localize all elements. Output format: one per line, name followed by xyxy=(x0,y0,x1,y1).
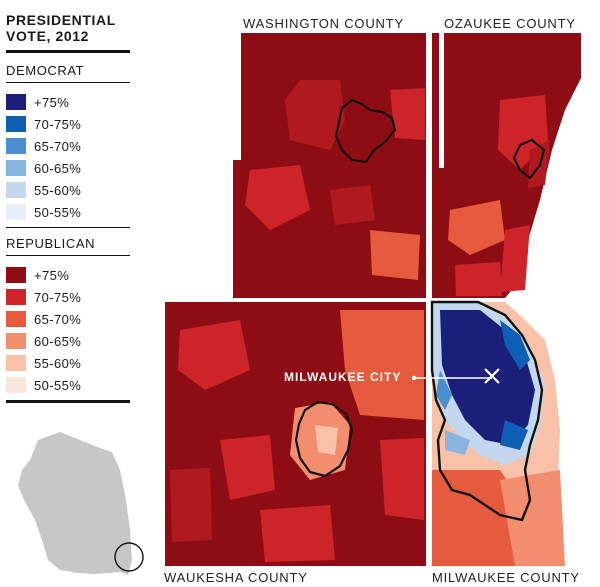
republican-legend-item: 70-75% xyxy=(6,286,130,308)
ozaukee-county-label: OZAUKEE COUNTY xyxy=(444,16,576,31)
republican-legend-label: 60-65% xyxy=(34,333,82,349)
republican-swatch xyxy=(6,289,26,305)
milwaukee-city-outline xyxy=(430,300,544,522)
city-leader-dot xyxy=(411,375,417,381)
democrat-legend-item: 70-75% xyxy=(6,113,130,135)
legend-bottom-rule xyxy=(6,400,130,403)
democrat-swatch xyxy=(6,138,26,154)
waukesha-county-region xyxy=(165,302,426,566)
democrat-swatch xyxy=(6,204,26,220)
republican-legend-list: +75% 70-75% 65-70% 60-65% 55-60% 50-55% xyxy=(6,264,130,396)
milwaukee-city-x-marker xyxy=(484,368,500,384)
group-divider xyxy=(6,227,130,228)
democrat-legend-item: 55-60% xyxy=(6,179,130,201)
cedarburg-city-outline xyxy=(512,138,546,180)
milwaukee-county-label: MILWAUKEE COUNTY xyxy=(432,570,580,585)
democrat-legend-label: 50-55% xyxy=(34,204,82,220)
republican-legend-label: 55-60% xyxy=(34,355,82,371)
republican-swatch xyxy=(6,267,26,283)
republican-rule xyxy=(6,255,130,256)
democrat-swatch xyxy=(6,160,26,176)
republican-legend-item: 60-65% xyxy=(6,330,130,352)
republican-legend-item: 65-70% xyxy=(6,308,130,330)
republican-legend-label: 50-55% xyxy=(34,377,82,393)
milwaukee-city-label: MILWAUKEE CITY xyxy=(284,370,402,384)
republican-legend-item: 55-60% xyxy=(6,352,130,374)
democrat-legend-label: 70-75% xyxy=(34,116,82,132)
democrat-legend-item: 50-55% xyxy=(6,201,130,223)
legend-title: PRESIDENTIAL VOTE, 2012 xyxy=(6,12,130,44)
republican-legend-item: 50-55% xyxy=(6,374,130,396)
legend-title-line1: PRESIDENTIAL xyxy=(6,12,116,28)
washington-county-label: WASHINGTON COUNTY xyxy=(243,16,404,31)
republican-legend-label: +75% xyxy=(34,267,70,283)
democrat-legend-item: 65-70% xyxy=(6,135,130,157)
republican-legend-item: +75% xyxy=(6,264,130,286)
democrat-legend-label: 60-65% xyxy=(34,160,82,176)
democrat-legend-item: +75% xyxy=(6,91,130,113)
waukesha-city-outline xyxy=(294,400,354,478)
ozaukee-county-region xyxy=(432,33,581,298)
democrat-legend-label: 55-60% xyxy=(34,182,82,198)
wisconsin-inset xyxy=(18,432,144,575)
democrat-swatch xyxy=(6,182,26,198)
republican-swatch xyxy=(6,333,26,349)
democrat-legend-label: 65-70% xyxy=(34,138,82,154)
democrat-rule xyxy=(6,82,130,83)
republican-swatch xyxy=(6,311,26,327)
democrat-legend-list: +75% 70-75% 65-70% 60-65% 55-60% 50-55% xyxy=(6,91,130,223)
democrat-legend-item: 60-65% xyxy=(6,157,130,179)
democrat-group-label: DEMOCRAT xyxy=(6,63,85,78)
republican-swatch xyxy=(6,377,26,393)
washington-county-region xyxy=(233,33,439,298)
republican-legend-label: 65-70% xyxy=(34,311,82,327)
legend-title-line2: VOTE, 2012 xyxy=(6,28,90,44)
republican-legend-label: 70-75% xyxy=(34,289,82,305)
republican-swatch xyxy=(6,355,26,371)
republican-group-label: REPUBLICAN xyxy=(6,236,96,251)
democrat-swatch xyxy=(6,116,26,132)
legend-top-rule xyxy=(6,50,130,53)
west-bend-city-outline xyxy=(334,98,397,164)
democrat-swatch xyxy=(6,94,26,110)
inset-locator-circle xyxy=(114,542,144,572)
milwaukee-county-region xyxy=(432,302,565,566)
wisconsin-state-shape xyxy=(18,432,132,575)
waukesha-county-label: WAUKESHA COUNTY xyxy=(164,570,308,585)
legend: PRESIDENTIAL VOTE, 2012 DEMOCRAT +75% 70-… xyxy=(6,12,130,403)
democrat-legend-label: +75% xyxy=(34,94,70,110)
